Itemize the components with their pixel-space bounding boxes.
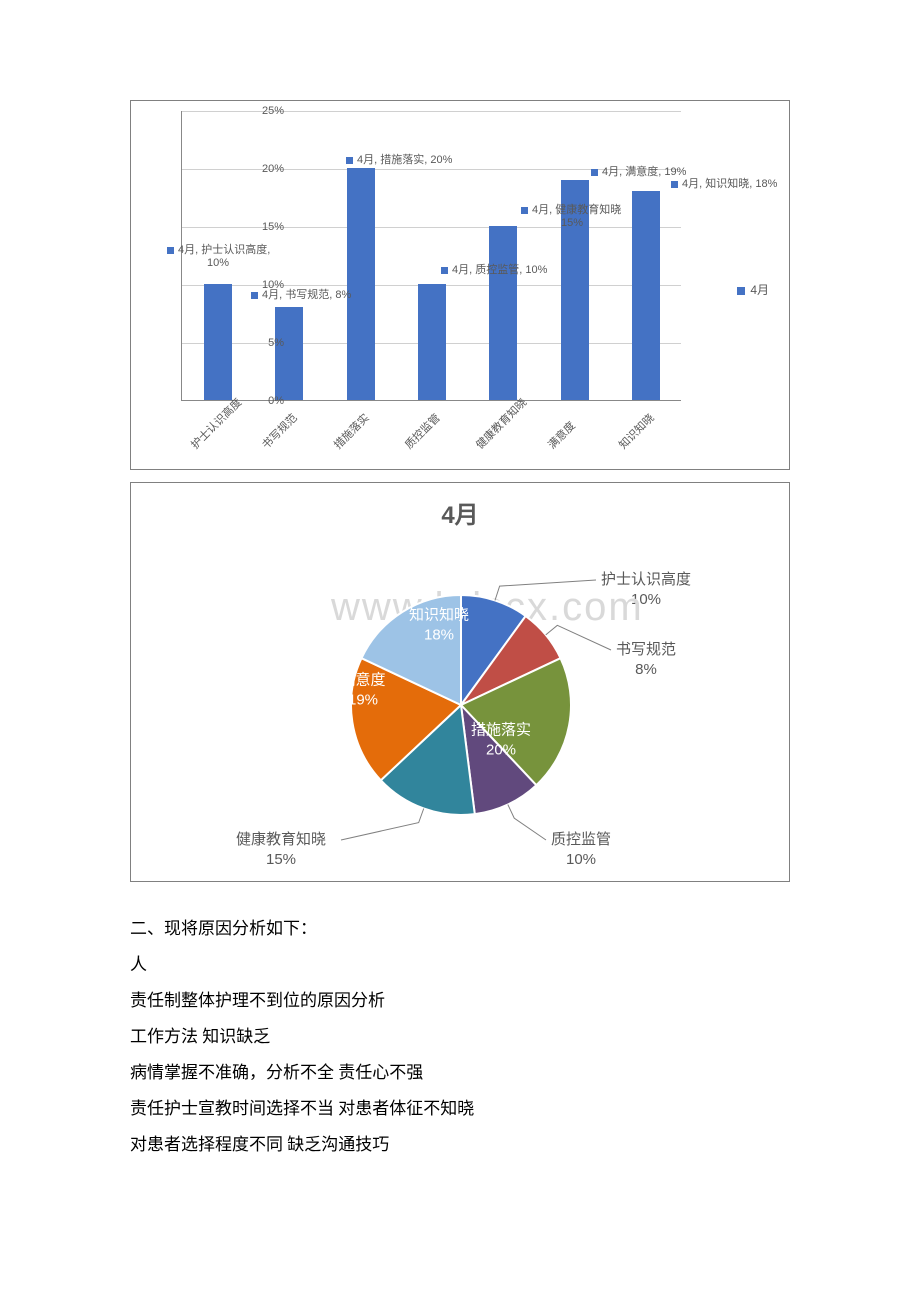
- leader-line: [495, 580, 596, 600]
- text-line: 工作方法 知识缺乏: [130, 1020, 790, 1054]
- leader-line: [508, 805, 546, 840]
- bar: [489, 226, 517, 400]
- text-line: 责任护士宣教时间选择不当 对患者体征不知晓: [130, 1092, 790, 1126]
- pie-wrap: www.bdccx.com 护士认识高度10%书写规范8%措施落实20%质控监管…: [131, 530, 789, 880]
- pie-slice-label: 措施落实20%: [471, 721, 531, 760]
- gridline: [182, 111, 681, 112]
- y-tick-label: 20%: [262, 163, 284, 175]
- legend-label: 4月: [750, 283, 769, 297]
- bar-legend: 4月: [737, 281, 769, 298]
- x-tick-label: 书写规范: [258, 410, 300, 452]
- legend-swatch: [737, 287, 745, 295]
- bar-data-label: 4月, 措施落实, 20%: [346, 151, 452, 167]
- label-swatch: [521, 207, 528, 214]
- pie-title: 4月: [131, 483, 789, 530]
- bar-data-label: 4月, 健康教育知晓15%: [521, 201, 621, 229]
- text-line: 二、现将原因分析如下：: [130, 912, 790, 946]
- bar-data-label: 4月, 质控监管, 10%: [441, 261, 547, 277]
- pie-slice-label: 满意度19%: [340, 671, 385, 710]
- x-tick-label: 健康教育知晓: [472, 394, 530, 452]
- bar-data-label: 4月, 知识知晓, 18%: [671, 175, 777, 191]
- leader-line: [546, 625, 611, 650]
- y-tick-label: 25%: [262, 105, 284, 117]
- leader-line: [341, 808, 424, 840]
- text-line: 人: [130, 948, 790, 982]
- bar-data-label: 4月, 书写规范, 8%: [251, 286, 351, 302]
- pie-chart: 4月 www.bdccx.com 护士认识高度10%书写规范8%措施落实20%质…: [130, 482, 790, 882]
- label-swatch: [441, 267, 448, 274]
- analysis-text: 二、现将原因分析如下： 人 责任制整体护理不到位的原因分析 工作方法 知识缺乏 …: [130, 912, 790, 1162]
- text-line: 责任制整体护理不到位的原因分析: [130, 984, 790, 1018]
- label-swatch: [251, 292, 258, 299]
- label-swatch: [346, 157, 353, 164]
- label-swatch: [591, 169, 598, 176]
- y-tick-label: 15%: [262, 221, 284, 233]
- bar: [204, 284, 232, 400]
- y-tick-label: 0%: [268, 395, 284, 407]
- label-swatch: [671, 181, 678, 188]
- x-tick-label: 知识知晓: [615, 410, 657, 452]
- label-swatch: [167, 247, 174, 254]
- bar: [275, 307, 303, 400]
- bar-chart: 0%5%10%15%20%25% 护士认识高度书写规范措施落实质控监管健康教育知…: [130, 100, 790, 470]
- x-tick-label: 措施落实: [330, 410, 372, 452]
- pie-slice-label: 知识知晓18%: [409, 606, 469, 645]
- y-tick-label: 5%: [268, 337, 284, 349]
- bar-data-label: 4月, 护士认识高度,10%: [167, 241, 270, 269]
- text-line: 对患者选择程度不同 缺乏沟通技巧: [130, 1128, 790, 1162]
- pie-svg: [131, 530, 791, 880]
- bar: [347, 168, 375, 400]
- x-tick-label: 护士认识高度: [187, 394, 245, 452]
- document-page: 0%5%10%15%20%25% 护士认识高度书写规范措施落实质控监管健康教育知…: [0, 0, 920, 1224]
- text-line: 病情掌握不准确，分析不全 责任心不强: [130, 1056, 790, 1090]
- x-tick-label: 质控监管: [401, 410, 443, 452]
- x-tick-label: 满意度: [544, 418, 579, 453]
- bar: [418, 284, 446, 400]
- bar: [632, 191, 660, 400]
